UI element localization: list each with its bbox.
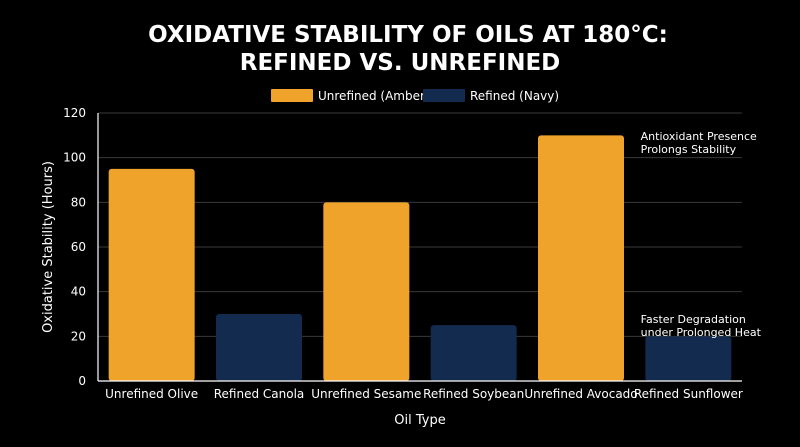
y-tick-label: 40 <box>71 285 86 299</box>
y-tick-label: 60 <box>71 240 86 254</box>
y-tick-label: 20 <box>71 329 86 343</box>
x-axis-ticks: Unrefined Olive Refined Canola Unrefined S… <box>105 387 743 401</box>
legend-label-unrefined: Unrefined (Amber) <box>318 89 430 103</box>
y-axis-label: Oxidative Stability (Hours) <box>41 161 56 333</box>
bar-unrefined-sesame <box>323 202 410 381</box>
y-tick-label: 120 <box>63 106 86 120</box>
bar-unrefined-avocado <box>538 135 624 381</box>
x-tick-label: Unrefined Sesame <box>311 387 421 401</box>
legend-label-refined: Refined (Navy) <box>470 89 559 103</box>
x-tick-label: Refined Soybean <box>423 387 524 401</box>
annotation-text: Antioxidant Presence <box>641 130 757 143</box>
x-tick-label: Refined Canola <box>214 387 305 401</box>
annotation-text: Faster Degradation <box>641 313 746 326</box>
y-tick-label: 100 <box>63 151 86 165</box>
legend-swatch-unrefined <box>271 89 313 102</box>
x-tick-label: Refined Sunflower <box>634 387 743 401</box>
x-tick-label: Unrefined Olive <box>105 387 198 401</box>
y-axis-ticks: 0 20 40 60 80 100 120 <box>63 106 86 388</box>
bar-refined-canola <box>216 314 302 381</box>
chart-title-line-1: OXIDATIVE STABILITY OF OILS AT 180°C: <box>148 22 668 48</box>
bar-unrefined-olive <box>108 168 195 381</box>
annotation-text: under Prolonged Heat <box>641 326 762 339</box>
y-tick-label: 80 <box>71 195 86 209</box>
bar-refined-sunflower <box>645 336 732 381</box>
chart-title-line-2: REFINED VS. UNREFINED <box>240 50 561 76</box>
y-tick-label: 0 <box>78 374 86 388</box>
bar-refined-soybean <box>430 325 517 381</box>
x-tick-label: Unrefined Avocado <box>524 387 637 401</box>
legend-swatch-refined <box>423 89 465 102</box>
gridlines <box>98 112 742 337</box>
legend: Unrefined (Amber) Refined (Navy) <box>271 89 559 103</box>
annotation-text: Prolongs Stability <box>641 143 737 156</box>
x-axis-label: Oil Type <box>394 413 445 428</box>
bars <box>108 135 732 381</box>
